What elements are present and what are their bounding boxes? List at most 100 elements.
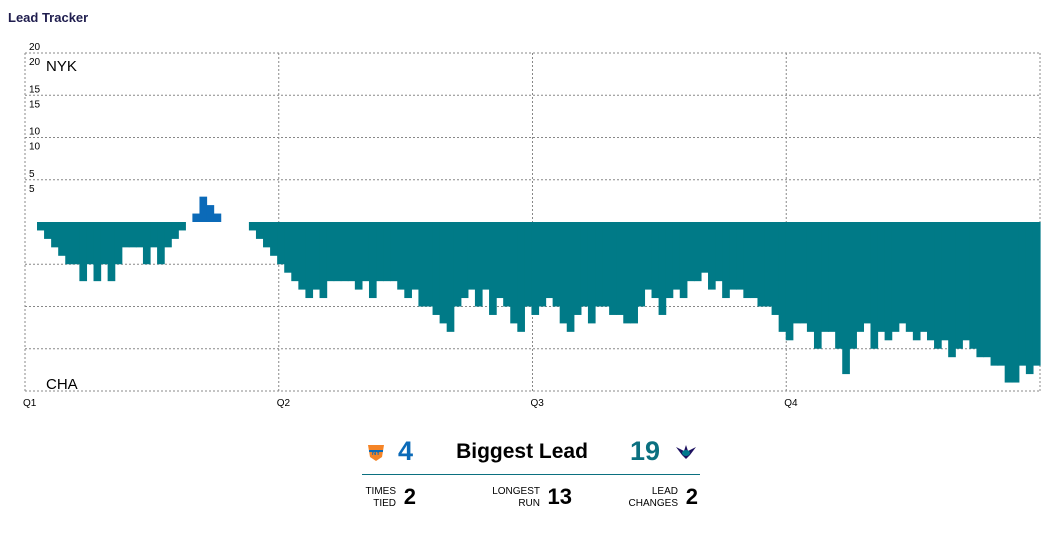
lead-bar <box>644 222 653 290</box>
longest-run-label-line1: LONGEST <box>492 486 540 497</box>
lead-bar <box>481 222 490 290</box>
lead-bar <box>969 222 978 349</box>
lead-bar <box>418 222 427 307</box>
lead-bar <box>955 222 963 349</box>
lead-bar <box>566 222 575 332</box>
lead-bar <box>263 222 271 248</box>
lead-bar <box>383 222 391 282</box>
lead-bar <box>510 222 518 324</box>
lead-bar <box>863 222 872 324</box>
top-team-label: NYK <box>46 58 77 75</box>
lead-bar <box>135 222 144 248</box>
times-tied-label-line2: TIED <box>373 498 396 509</box>
lead-bar <box>79 222 88 282</box>
svg-text:NY: NY <box>372 451 380 457</box>
lead-bar <box>277 222 285 265</box>
lead-bar <box>679 222 688 299</box>
lead-bar <box>107 222 116 282</box>
y-tick-label: 15 <box>29 84 41 95</box>
lead-bar <box>439 222 448 324</box>
lead-bar <box>934 222 942 349</box>
lead-bar <box>37 222 45 231</box>
lead-bar <box>284 222 292 273</box>
y-tick-label: 20 <box>29 42 41 53</box>
biggest-lead-label: Biggest Lead <box>456 440 588 463</box>
lead-bar <box>559 222 568 324</box>
lead-bar <box>58 222 66 256</box>
lead-bar <box>368 222 377 299</box>
lead-bar <box>941 222 949 341</box>
lead-bar <box>411 222 420 290</box>
lead-bar <box>799 222 808 324</box>
lead-bar <box>86 222 95 265</box>
lead-bar <box>587 222 596 324</box>
knicks-logo-icon: NY <box>368 445 384 461</box>
lead-bar <box>771 222 780 315</box>
lead-bar <box>404 222 412 299</box>
lead-bar <box>609 222 617 315</box>
lead-bar <box>432 222 441 315</box>
lead-bar <box>722 222 730 299</box>
lead-bar <box>764 222 773 307</box>
lead-bar <box>44 222 52 239</box>
lead-bar <box>255 222 264 239</box>
lead-bar <box>192 213 201 222</box>
lead-bar <box>983 222 992 358</box>
lead-bar <box>806 222 815 332</box>
y-tick-label: 20 <box>29 57 41 68</box>
lead-bar <box>686 222 695 282</box>
bottom-team-label: CHA <box>46 376 78 393</box>
lead-bar <box>489 222 497 315</box>
lead-bar <box>72 222 80 265</box>
lead-bar <box>460 222 469 299</box>
longest-run-value: 13 <box>547 484 572 509</box>
game-stats-panel: NY 4 Biggest Lead 19 TIMES TIED 2 LONGES… <box>362 434 702 524</box>
lead-bar <box>990 222 999 366</box>
lead-changes-label-line1: LEAD <box>651 486 678 497</box>
hornets-logo-icon <box>676 445 696 459</box>
lead-bar <box>693 222 702 282</box>
lead-bar <box>326 222 335 282</box>
lead-bar <box>750 222 759 299</box>
lead-bar <box>729 222 737 290</box>
lead-bar <box>672 222 681 290</box>
lead-bar <box>785 222 794 341</box>
lead-bar <box>142 222 151 265</box>
lead-bar <box>298 222 307 290</box>
lead-bar <box>270 222 278 256</box>
lead-bar <box>319 222 328 299</box>
lead-bar <box>736 222 744 290</box>
lead-bar <box>976 222 985 358</box>
lead-bar <box>1018 222 1027 366</box>
lead-bar <box>835 222 843 349</box>
lead-bar <box>905 222 914 332</box>
nyk-biggest-lead: 4 <box>398 436 414 466</box>
lead-bar <box>100 222 109 265</box>
lead-bar <box>926 222 935 341</box>
lead-bar <box>305 222 314 299</box>
page-title: Lead Tracker <box>8 10 89 25</box>
lead-bar <box>552 222 561 307</box>
lead-bar <box>898 222 907 324</box>
lead-bar <box>708 222 716 290</box>
lead-bar <box>757 222 766 307</box>
lead-bar <box>213 213 222 222</box>
y-tick-label: 5 <box>29 169 35 180</box>
lead-bar <box>813 222 822 349</box>
lead-bar <box>997 222 1006 366</box>
lead-bar <box>870 222 879 349</box>
biggest-lead-row: NY 4 Biggest Lead 19 <box>362 434 702 474</box>
lead-bar <box>361 222 370 282</box>
lead-bar <box>849 222 857 349</box>
lead-bar <box>1011 222 1020 383</box>
lead-bar <box>1032 222 1041 366</box>
lead-bar <box>347 222 356 282</box>
lead-bar <box>128 222 137 248</box>
lead-bar <box>453 222 462 307</box>
lead-bar <box>248 222 257 231</box>
lead-bar <box>962 222 970 341</box>
y-tick-label: 15 <box>29 99 41 110</box>
lead-bar <box>665 222 674 299</box>
x-tick-label: Q1 <box>23 398 37 409</box>
lead-bar <box>630 222 638 324</box>
